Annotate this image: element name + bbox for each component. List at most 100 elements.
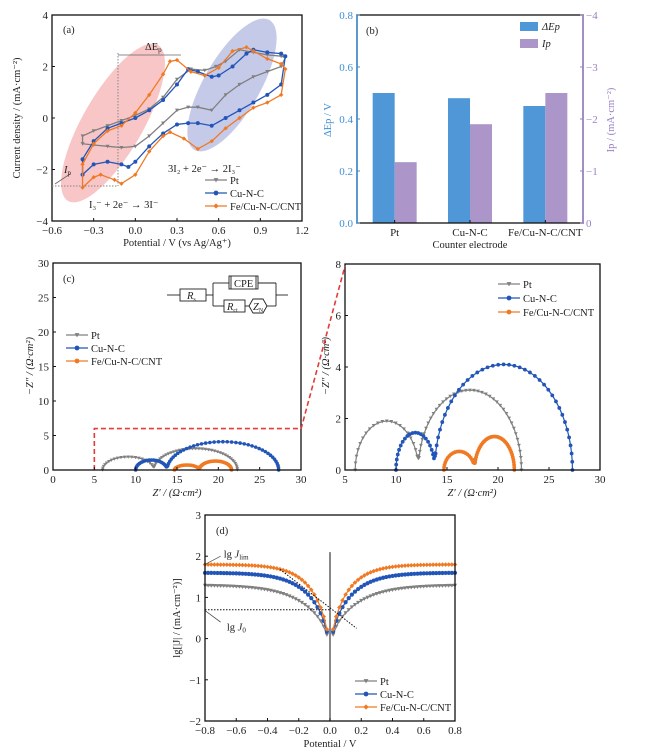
panel-b-bar-chart: Pt Cu-N-C Fe/Cu-N-C/CNT (b) 0.0 0.2 0.4 0.6 0.…	[323, 10, 617, 251]
oxidation-region-highlight	[187, 18, 277, 152]
data-point	[399, 563, 405, 569]
data-point	[443, 570, 448, 576]
data-point	[230, 48, 235, 54]
data-point	[105, 128, 110, 134]
data-point	[560, 412, 565, 417]
data-point	[227, 584, 233, 589]
data-point	[246, 585, 251, 590]
data-point	[252, 572, 258, 577]
y-tick-label: 1	[196, 592, 202, 604]
right-y-axis-label: Ip / (mA·cm⁻²)	[606, 87, 617, 152]
legend-label: Cu-N-C	[523, 294, 557, 305]
data-point	[244, 44, 249, 50]
data-point	[568, 443, 573, 448]
y-tick-label: 30	[38, 258, 50, 270]
data-point	[112, 177, 117, 182]
data-point	[446, 570, 451, 576]
x-tick-label: 30	[296, 474, 308, 486]
data-point	[306, 605, 311, 610]
data-point	[470, 374, 475, 378]
data-point	[532, 374, 537, 378]
data-point	[107, 459, 111, 464]
data-point	[251, 105, 256, 110]
x-tick-label: Pt	[390, 227, 399, 239]
equivalent-circuit-diagram	[167, 275, 288, 314]
y-tick-label: −1	[189, 675, 201, 687]
data-point	[181, 448, 186, 452]
data-point	[265, 56, 270, 61]
legend-label: Pt	[230, 176, 239, 187]
x-tick-label: 5	[92, 474, 98, 486]
data-point	[223, 93, 228, 97]
data-point	[265, 53, 270, 57]
x-tick-label: −0.4	[258, 725, 278, 737]
data-point	[349, 583, 355, 589]
data-point	[178, 449, 183, 454]
data-point	[246, 563, 252, 568]
data-point	[174, 449, 179, 453]
data-point	[186, 105, 191, 110]
data-point	[437, 570, 442, 576]
data-point	[402, 563, 408, 568]
x-tick-label: −0.3	[84, 225, 104, 237]
x-axis-label: Potential / V (vs Ag/Ag⁺)	[123, 238, 231, 249]
data-point	[434, 407, 439, 412]
data-point	[147, 149, 152, 154]
cpe-element	[228, 275, 259, 290]
data-point	[268, 565, 273, 570]
data-point	[512, 363, 517, 368]
data-point	[381, 575, 386, 580]
data-point	[126, 164, 131, 169]
data-point	[246, 571, 251, 577]
data-point	[91, 129, 96, 133]
data-point	[318, 605, 323, 610]
data-point	[408, 436, 413, 440]
data-point	[162, 454, 166, 458]
data-point	[161, 121, 166, 126]
data-point	[393, 564, 398, 569]
data-point	[415, 562, 420, 568]
data-point	[262, 587, 267, 592]
data-point	[343, 600, 348, 605]
data-point	[362, 573, 367, 578]
x-tick-label: 25	[254, 474, 266, 486]
j0-label: lg J0	[227, 622, 246, 634]
data-point	[171, 450, 176, 454]
tafel-slope-line	[279, 568, 357, 629]
data-point	[265, 92, 270, 97]
data-point	[550, 393, 555, 398]
data-point	[395, 452, 400, 457]
data-point	[381, 590, 386, 595]
data-point	[359, 598, 364, 603]
data-point	[528, 370, 532, 375]
series-fe-cu-n-c-cnt	[202, 562, 458, 632]
y-tick-label: 8	[336, 259, 342, 271]
data-point	[209, 74, 214, 79]
data-point	[324, 633, 329, 637]
data-point	[434, 443, 439, 448]
data-point	[437, 562, 442, 567]
data-point	[205, 562, 211, 567]
data-point	[390, 564, 395, 570]
x-axis-label: Z′ / (Ω·cm²)	[448, 488, 497, 499]
data-point	[188, 445, 192, 449]
data-point	[296, 584, 301, 589]
data-point	[234, 463, 238, 467]
series-line	[395, 363, 574, 471]
data-point	[565, 427, 570, 432]
data-point	[240, 571, 245, 576]
data-point	[440, 562, 445, 567]
data-point	[400, 439, 405, 444]
x-tick-label: 0.2	[354, 725, 368, 737]
x-axis-label: Counter electrode	[433, 240, 508, 251]
data-point	[296, 598, 301, 603]
data-point	[422, 432, 426, 436]
data-point	[390, 573, 395, 579]
data-point	[496, 362, 501, 367]
data-point	[213, 178, 219, 183]
reduction-region-highlight	[61, 43, 165, 203]
data-point	[299, 586, 304, 592]
data-point	[164, 453, 168, 457]
data-point	[265, 50, 270, 55]
data-point	[418, 585, 423, 589]
